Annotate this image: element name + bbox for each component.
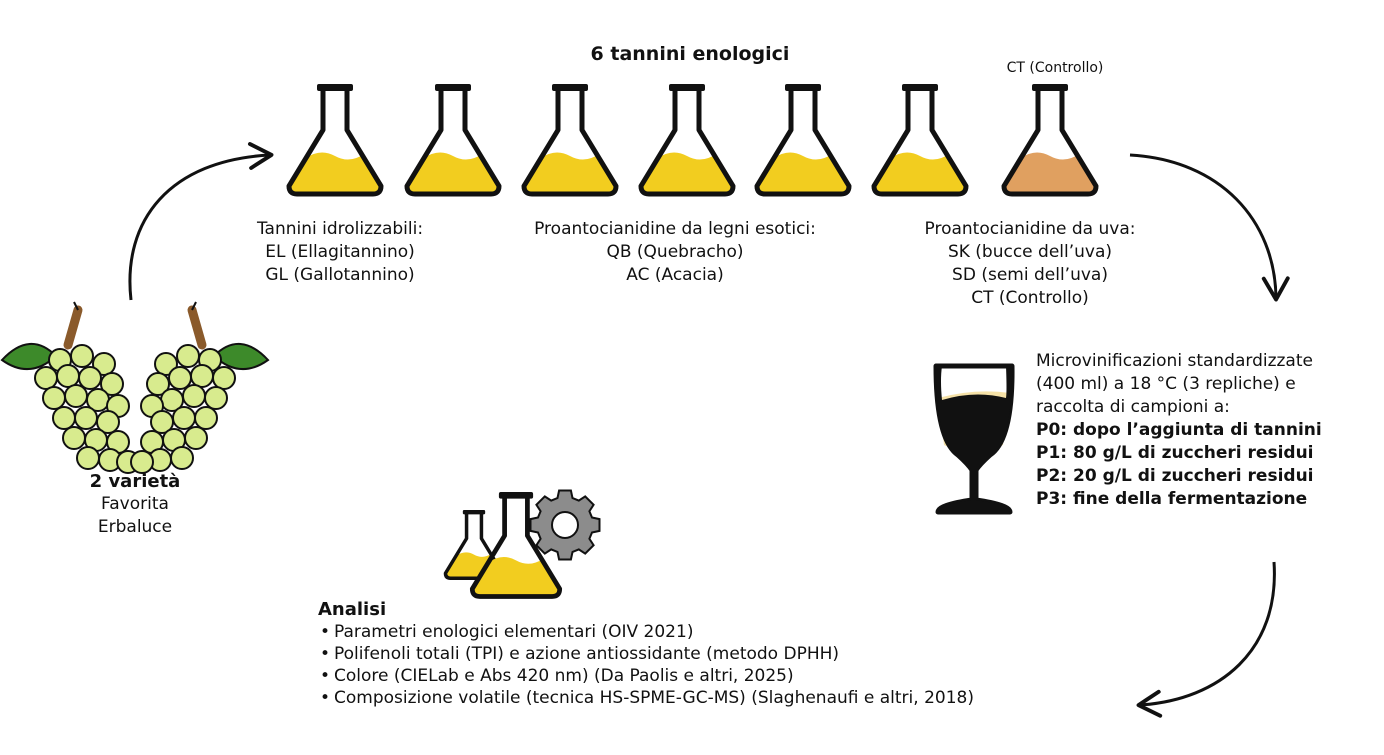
- sampling-point: P1: 80 g/L di zuccheri residui: [1036, 443, 1314, 463]
- tannin-flask-5: [754, 84, 852, 197]
- analysis-item: Polifenoli totali (TPI) e azione antioss…: [318, 643, 974, 665]
- group-item: SD (semi dell’uva): [952, 265, 1108, 285]
- tannin-flask-1: [286, 84, 384, 197]
- varieties-block: 2 varietà Favorita Erbaluce: [60, 470, 210, 539]
- variety-item: Erbaluce: [97, 517, 173, 537]
- tannin-flasks: [286, 84, 1099, 197]
- tannin-flask-6: [871, 84, 969, 197]
- varieties-title: 2 varietà: [89, 471, 181, 492]
- micro-line: Microvinificazioni standardizzate: [1036, 351, 1313, 371]
- group-exotic-wood: Proantocianidine da legni esotici: QB (Q…: [500, 218, 850, 287]
- sampling-point: P3: fine della fermentazione: [1036, 489, 1308, 509]
- control-flask: [1001, 84, 1099, 197]
- analysis-title: Analisi: [318, 599, 387, 620]
- group-heading: Proantocianidine da legni esotici:: [534, 219, 816, 239]
- grapes-icon: [0, 301, 270, 474]
- variety-item: Favorita: [101, 494, 169, 514]
- tannin-flask-4: [638, 84, 736, 197]
- microvinification-block: Microvinificazioni standardizzate (400 m…: [1036, 350, 1322, 511]
- group-item: SK (bucce dell’uva): [947, 242, 1113, 262]
- group-grape: Proantocianidine da uva: SK (bucce dell’…: [900, 218, 1160, 310]
- group-hydrolysable: Tannini idrolizzabili: EL (Ellagitannino…: [210, 218, 470, 287]
- analysis-block: Analisi Parametri enologici elementari (…: [318, 598, 974, 709]
- analysis-item: Composizione volatile (tecnica HS-SPME-G…: [318, 687, 974, 709]
- tannin-flask-2: [404, 84, 502, 197]
- lab-analysis-icon: [443, 489, 601, 599]
- control-flask-label: CT (Controllo): [1006, 60, 1104, 76]
- analysis-item: Colore (CIELab e Abs 420 nm) (Da Paolis …: [318, 665, 974, 687]
- analysis-item: Parametri enologici elementari (OIV 2021…: [318, 621, 974, 643]
- group-item: AC (Acacia): [626, 265, 724, 285]
- analysis-list: Parametri enologici elementari (OIV 2021…: [318, 621, 974, 709]
- wine-glass-icon: [933, 363, 1015, 515]
- group-item: QB (Quebracho): [606, 242, 744, 262]
- gear-icon: [529, 489, 601, 561]
- group-heading: Tannini idrolizzabili:: [256, 219, 424, 239]
- tannins-title: 6 tannini enologici: [590, 43, 790, 65]
- sampling-point: P0: dopo l’aggiunta di tannini: [1036, 420, 1322, 440]
- arrow-to-microvinification: [1129, 153, 1290, 302]
- group-item: GL (Gallotannino): [265, 265, 415, 285]
- group-item: CT (Controllo): [971, 288, 1089, 308]
- arrow-to-tannins: [128, 142, 274, 301]
- group-heading: Proantocianidine da uva:: [924, 219, 1136, 239]
- arrow-to-analysis: [1136, 561, 1276, 718]
- lab-large-flask: [469, 492, 563, 599]
- micro-line: raccolta di campioni a:: [1036, 397, 1230, 417]
- micro-line: (400 ml) a 18 °C (3 repliche) e: [1036, 374, 1296, 394]
- sampling-point: P2: 20 g/L di zuccheri residui: [1036, 466, 1314, 486]
- tannin-flask-3: [521, 84, 619, 197]
- group-item: EL (Ellagitannino): [265, 242, 415, 262]
